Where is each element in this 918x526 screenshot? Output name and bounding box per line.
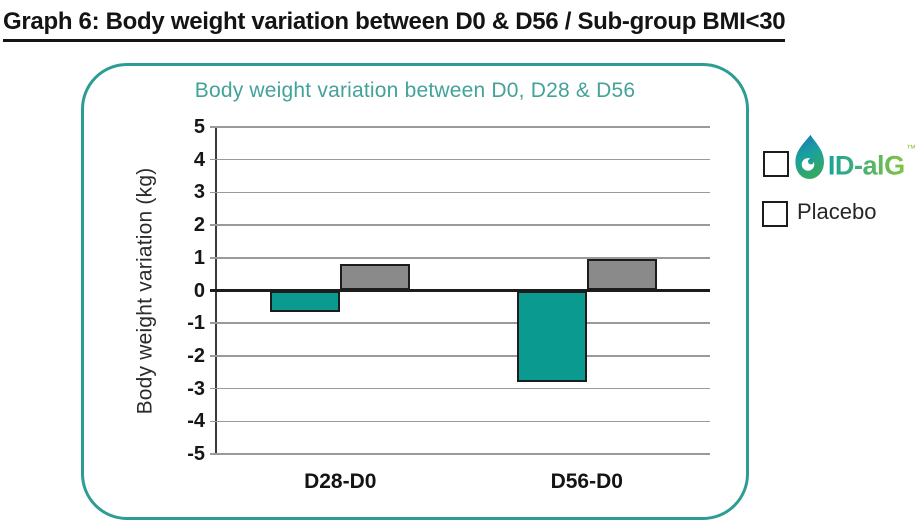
y-tick-label: -5 <box>187 443 205 465</box>
y-tick-label: 0 <box>193 279 205 302</box>
legend-swatch-placebo <box>762 201 788 227</box>
y-tick-label: 1 <box>193 246 205 269</box>
idalg-logo: ID-alG ™ <box>795 134 916 181</box>
x-category-label: D56-D0 <box>550 470 623 493</box>
zero-gridline <box>210 289 710 292</box>
gridline <box>210 355 710 357</box>
y-tick-label: -3 <box>187 377 205 400</box>
y-tick-label: 5 <box>193 116 205 138</box>
y-axis-label-text: Body weight variation (kg) <box>133 167 157 414</box>
gridline <box>210 224 710 226</box>
x-category-label: D28-D0 <box>304 470 377 493</box>
gridline <box>210 387 710 390</box>
bar-idalg-d56-d0 <box>516 290 587 383</box>
plot-area: 5 4 3 2 1 0 -1 -2 -3 -4 -5 D28-D0 D56-D0 <box>187 116 710 493</box>
gridline <box>210 453 710 455</box>
droplet-swirl-icon <box>795 134 824 179</box>
y-tick-label: 3 <box>193 181 205 204</box>
legend-label-placebo: Placebo <box>797 199 877 224</box>
y-tick-label: -4 <box>187 410 205 433</box>
gridline <box>210 191 710 194</box>
y-tick-label: 2 <box>193 214 205 237</box>
bar-placebo-d56-d0 <box>586 259 657 291</box>
page-title: Graph 6: Body weight variation between D… <box>3 8 786 42</box>
legend-swatch-idalg <box>763 151 789 177</box>
gridline <box>210 257 710 259</box>
y-tick-label: -2 <box>187 344 205 367</box>
gridline <box>210 420 710 423</box>
idalg-trademark: ™ <box>906 143 916 154</box>
idalg-logo-text: ID-alG <box>828 150 905 181</box>
y-axis-label: Body weight variation (kg) <box>126 127 164 454</box>
chart-title: Body weight variation between D0, D28 & … <box>194 79 636 102</box>
gridline <box>210 322 710 324</box>
gridline <box>210 126 710 128</box>
y-tick-label: 4 <box>193 148 205 171</box>
y-tick-label: -1 <box>187 312 205 335</box>
bar-idalg-d28-d0 <box>270 290 341 312</box>
gridline <box>210 158 710 161</box>
chart-panel: Body weight variation between D0, D28 & … <box>81 63 749 520</box>
bar-placebo-d28-d0 <box>340 264 411 291</box>
